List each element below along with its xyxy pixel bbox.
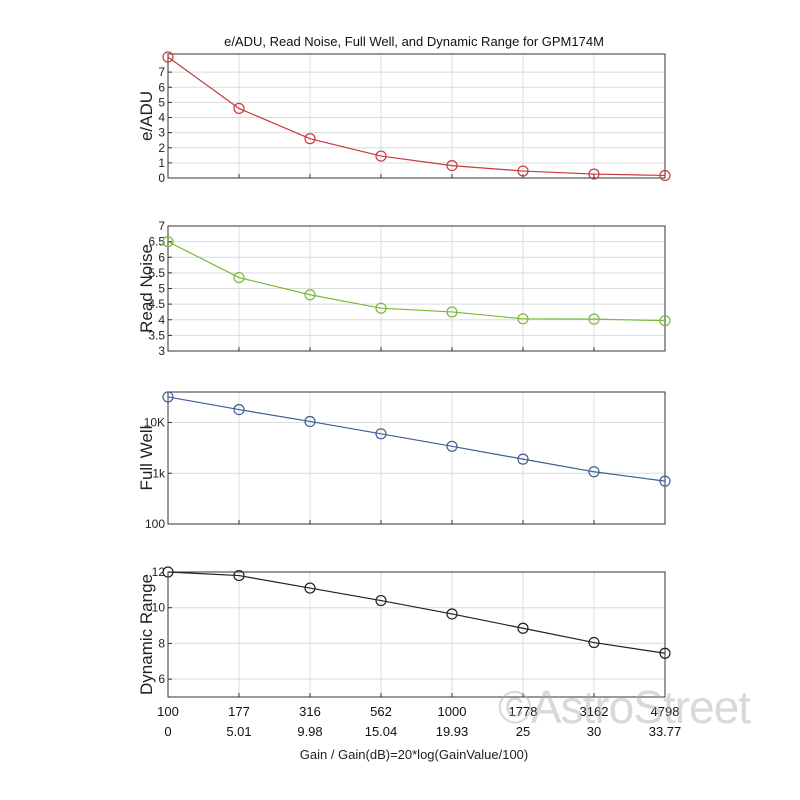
figure-title: e/ADU, Read Noise, Full Well, and Dynami… bbox=[224, 34, 604, 49]
eadu-ytick-label: 5 bbox=[158, 95, 165, 109]
eadu-ytick-label: 7 bbox=[158, 65, 165, 79]
dynamic-range-ytick-label: 12 bbox=[152, 565, 166, 579]
xtick-label-gain: 1778 bbox=[509, 704, 538, 719]
dynamic-range-series-line bbox=[167, 571, 666, 654]
dynamic-range-data-point bbox=[304, 582, 316, 594]
xtick-label-gain: 4798 bbox=[651, 704, 680, 719]
dynamic-range-data-point bbox=[233, 569, 245, 582]
eadu-data-point bbox=[517, 165, 529, 177]
xtick-label-db: 30 bbox=[587, 724, 601, 739]
eadu-ytick-label: 3 bbox=[158, 126, 165, 140]
xtick-label-gain: 1000 bbox=[438, 704, 467, 719]
eadu-ytick-label: 2 bbox=[158, 141, 165, 155]
full-well-series-line bbox=[167, 396, 666, 482]
eadu-data-point bbox=[446, 160, 458, 172]
eadu-data-point bbox=[659, 169, 671, 182]
xtick-label-db: 9.98 bbox=[297, 724, 322, 739]
full-well-ylabel: Full Well bbox=[137, 426, 156, 491]
eadu-ytick-label: 4 bbox=[158, 111, 165, 125]
full-well-ytick-label: 100 bbox=[145, 517, 165, 531]
xtick-label-db: 33.77 bbox=[649, 724, 682, 739]
eadu-ytick-label: 1 bbox=[158, 156, 165, 170]
eadu-ytick-label: 6 bbox=[158, 80, 165, 94]
read-noise-data-point bbox=[162, 236, 174, 248]
read-noise-ytick-label: 6.5 bbox=[148, 235, 165, 249]
full-well-ytick-label: 1k bbox=[152, 466, 166, 480]
xtick-label-gain: 177 bbox=[228, 704, 250, 719]
dynamic-range-data-point bbox=[588, 636, 600, 649]
read-noise-axes-box bbox=[167, 225, 666, 352]
xtick-label-db: 0 bbox=[164, 724, 171, 739]
read-noise-ytick-label: 5.5 bbox=[148, 266, 165, 280]
full-well-axes-box bbox=[167, 391, 666, 525]
full-well-data-point bbox=[659, 475, 671, 487]
read-noise-data-point bbox=[233, 271, 245, 284]
eadu-data-point bbox=[304, 133, 316, 145]
xtick-label-db: 5.01 bbox=[226, 724, 251, 739]
eadu-data-point bbox=[375, 150, 387, 162]
read-noise-data-point bbox=[659, 315, 671, 327]
dynamic-range-data-point bbox=[446, 608, 458, 620]
eadu-data-point bbox=[162, 51, 174, 63]
x-axis-label: Gain / Gain(dB)=20*log(GainValue/100) bbox=[300, 747, 528, 762]
full-well-data-point bbox=[304, 415, 316, 428]
eadu-data-point bbox=[233, 102, 245, 115]
eadu-ylabel: e/ADU bbox=[137, 91, 156, 141]
full-well-data-point bbox=[375, 428, 387, 440]
xtick-label-db: 25 bbox=[516, 724, 530, 739]
full-well-data-point bbox=[588, 466, 600, 478]
read-noise-data-point bbox=[304, 289, 316, 301]
xtick-label-gain: 316 bbox=[299, 704, 321, 719]
full-well-data-point bbox=[233, 403, 245, 416]
eadu-ytick-label: 0 bbox=[158, 171, 165, 185]
xtick-label-db: 15.04 bbox=[365, 724, 398, 739]
full-well-data-point bbox=[162, 391, 174, 403]
read-noise-data-point bbox=[517, 313, 529, 325]
read-noise-data-point bbox=[446, 306, 458, 318]
eadu-axes-box bbox=[167, 53, 666, 179]
read-noise-ytick-label: 4.5 bbox=[148, 297, 165, 311]
dynamic-range-ytick-label: 10 bbox=[152, 601, 166, 615]
dynamic-range-data-point bbox=[375, 594, 387, 607]
full-well-ytick-label: 10K bbox=[144, 416, 165, 430]
read-noise-data-point bbox=[588, 313, 600, 325]
read-noise-ytick-label: 7 bbox=[158, 219, 165, 233]
dynamic-range-axes-box bbox=[167, 571, 666, 698]
read-noise-ytick-label: 3.5 bbox=[148, 328, 165, 342]
xtick-label-gain: 100 bbox=[157, 704, 179, 719]
xtick-label-db: 19.93 bbox=[436, 724, 469, 739]
dynamic-range-ytick-label: 6 bbox=[158, 672, 165, 686]
full-well-data-point bbox=[446, 440, 458, 452]
xtick-label-gain: 562 bbox=[370, 704, 392, 719]
dynamic-range-data-point bbox=[517, 622, 529, 634]
dynamic-range-data-point bbox=[659, 647, 671, 659]
dynamic-range-data-point bbox=[162, 566, 174, 578]
dynamic-range-ylabel: Dynamic Range bbox=[137, 574, 156, 695]
dynamic-range-ytick-label: 8 bbox=[158, 636, 165, 650]
read-noise-ytick-label: 6 bbox=[158, 250, 165, 264]
xtick-label-gain: 3162 bbox=[580, 704, 609, 719]
eadu-series-line bbox=[167, 56, 666, 177]
read-noise-ytick-label: 3 bbox=[158, 344, 165, 358]
read-noise-series-line bbox=[167, 241, 666, 322]
full-well-data-point bbox=[517, 453, 529, 465]
read-noise-ytick-label: 4 bbox=[158, 313, 165, 327]
read-noise-ylabel: Read Noise bbox=[137, 244, 156, 333]
read-noise-ytick-label: 5 bbox=[158, 282, 165, 296]
eadu-data-point bbox=[588, 168, 600, 180]
read-noise-data-point bbox=[375, 302, 387, 314]
